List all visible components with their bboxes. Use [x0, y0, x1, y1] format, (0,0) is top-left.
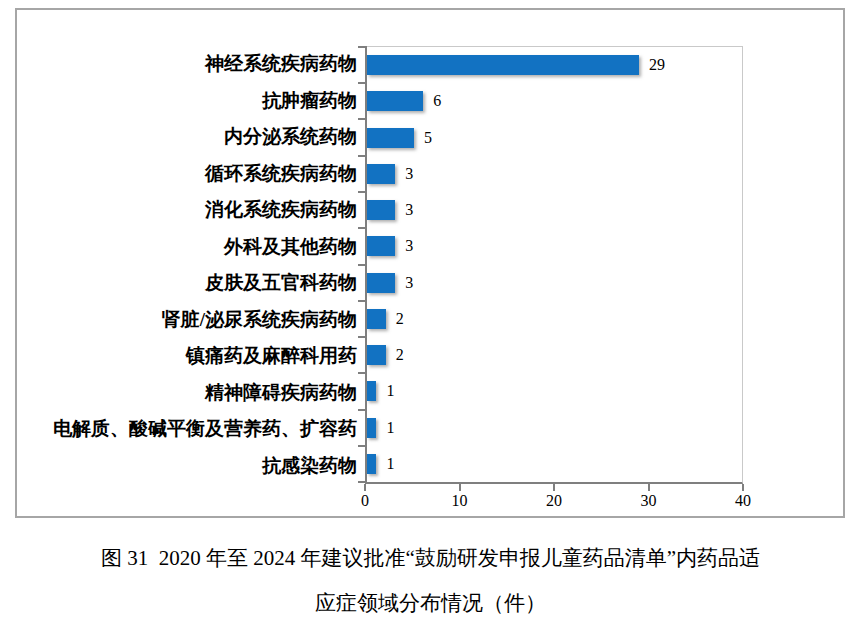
bar: [367, 55, 639, 75]
bar-value-label: 3: [405, 275, 413, 291]
bar: [367, 236, 395, 256]
category-label: 电解质、酸碱平衡及营养药、扩容药: [17, 411, 357, 448]
y-axis-tick: [358, 191, 367, 193]
y-axis-tick: [358, 445, 367, 447]
x-axis-tick: [459, 484, 461, 491]
category-label: 抗感染药物: [17, 448, 357, 485]
y-axis-tick: [358, 372, 367, 374]
category-label: 皮肤及五官科药物: [17, 265, 357, 302]
y-axis-tick: [358, 300, 367, 302]
bar-row: 1: [367, 446, 742, 482]
x-axis-tick: [364, 484, 366, 491]
bar-row: 1: [367, 373, 742, 409]
bar-rows: 29 6 5 3 3 3 3 2 2 1 1 1: [367, 47, 742, 482]
y-axis-tick: [358, 46, 367, 48]
category-label: 循环系统疾病药物: [17, 156, 357, 193]
figure-page: 神经系统疾病药物抗肿瘤药物内分泌系统药物循环系统疾病药物消化系统疾病药物外科及其…: [0, 0, 861, 630]
category-label: 精神障碍疾病药物: [17, 375, 357, 412]
bar-row: 3: [367, 192, 742, 228]
bar: [367, 454, 376, 474]
bar-row: 2: [367, 337, 742, 373]
y-axis-tick: [358, 409, 367, 411]
y-axis-tick: [358, 155, 367, 157]
y-axis-tick: [358, 227, 367, 229]
category-label: 内分泌系统药物: [17, 119, 357, 156]
category-label-column: 神经系统疾病药物抗肿瘤药物内分泌系统药物循环系统疾病药物消化系统疾病药物外科及其…: [17, 46, 357, 484]
bar-value-label: 3: [405, 202, 413, 218]
y-axis-tick: [358, 336, 367, 338]
bar-value-label: 2: [396, 311, 404, 327]
bar-row: 29: [367, 47, 742, 83]
category-label: 外科及其他药物: [17, 229, 357, 266]
bar: [367, 273, 395, 293]
category-label: 肾脏/泌尿系统疾病药物: [17, 302, 357, 339]
y-axis-tick: [358, 118, 367, 120]
x-axis-tick-label: 20: [546, 493, 562, 509]
bar: [367, 418, 376, 438]
bar-value-label: 3: [405, 238, 413, 254]
bar-chart-figure: 神经系统疾病药物抗肿瘤药物内分泌系统药物循环系统疾病药物消化系统疾病药物外科及其…: [15, 8, 845, 518]
y-axis-tick: [358, 481, 367, 483]
bar-value-label: 5: [424, 130, 432, 146]
x-axis-tick-label: 30: [641, 493, 657, 509]
bar-value-label: 29: [649, 57, 665, 73]
bar-value-label: 1: [386, 456, 394, 472]
category-label: 消化系统疾病药物: [17, 192, 357, 229]
x-axis-tick: [553, 484, 555, 491]
x-axis-tick-label: 40: [735, 493, 751, 509]
bar-row: 3: [367, 228, 742, 264]
bar-row: 1: [367, 410, 742, 446]
x-axis-tick: [648, 484, 650, 491]
bar-row: 5: [367, 120, 742, 156]
bar: [367, 381, 376, 401]
category-label: 抗肿瘤药物: [17, 83, 357, 120]
bar-row: 6: [367, 83, 742, 119]
bar-value-label: 6: [433, 93, 441, 109]
plot-area: 29 6 5 3 3 3 3 2 2 1 1 1: [365, 46, 743, 484]
bar: [367, 309, 386, 329]
caption-line-1: 图 31 2020 年至 2024 年建议批准“鼓励研发申报儿童药品清单”内药品…: [0, 536, 861, 581]
bar-value-label: 1: [386, 383, 394, 399]
bar: [367, 345, 386, 365]
bar: [367, 200, 395, 220]
bar-row: 3: [367, 156, 742, 192]
x-axis-tick-label: 0: [361, 493, 369, 509]
bar-value-label: 3: [405, 166, 413, 182]
bar: [367, 164, 395, 184]
bar-row: 3: [367, 265, 742, 301]
caption-line-2: 应症领域分布情况（件）: [0, 581, 861, 626]
x-axis-tick-label: 10: [452, 493, 468, 509]
category-label: 镇痛药及麻醉科用药: [17, 338, 357, 375]
bar-value-label: 2: [396, 347, 404, 363]
y-axis-tick: [358, 82, 367, 84]
y-axis-tick: [358, 264, 367, 266]
bar-row: 2: [367, 301, 742, 337]
bar: [367, 128, 414, 148]
figure-caption: 图 31 2020 年至 2024 年建议批准“鼓励研发申报儿童药品清单”内药品…: [0, 536, 861, 626]
category-label: 神经系统疾病药物: [17, 46, 357, 83]
bar: [367, 91, 423, 111]
x-axis-tick: [742, 484, 744, 491]
bar-value-label: 1: [386, 420, 394, 436]
x-axis: 010203040: [365, 484, 743, 518]
